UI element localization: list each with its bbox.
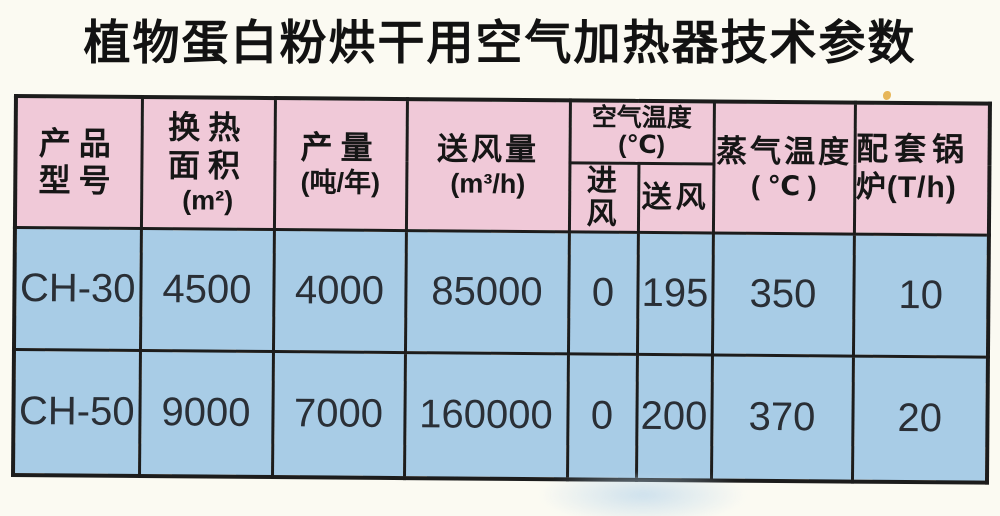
cell-product-model: CH-50 [13, 349, 140, 476]
scan-smudge-artifact [538, 474, 748, 516]
header-air-temp-group: 空气温度(℃) [569, 100, 714, 164]
cell-steam-temp: 370 [710, 354, 853, 482]
table-tilt-wrapper: 产品 型号 换热 面积 (m²) 产量 (吨/年) 送风量 (m³/h) 空 [10, 94, 992, 485]
cell-boiler: 10 [852, 233, 989, 357]
header-air-inlet: 进风 [568, 162, 639, 232]
cell-air-volume: 85000 [404, 230, 569, 354]
header-output: 产量 (吨/年) [273, 98, 407, 231]
cell-air-volume: 160000 [403, 352, 568, 480]
cell-supply-temp: 195 [636, 231, 713, 355]
header-line: 送风量 [436, 130, 540, 167]
header-line: 产量 [300, 129, 381, 166]
header-line: 进风 [586, 164, 621, 231]
table-row: CH-50 9000 7000 160000 0 200 370 20 [13, 349, 988, 483]
cell-steam-temp: 350 [711, 232, 854, 356]
header-line: 送风 [641, 180, 710, 215]
scan-speck-artifact [883, 91, 891, 100]
cell-inlet-temp: 0 [566, 353, 637, 480]
header-steam-temp: 蒸气温度 ( ℃ ) [712, 101, 855, 234]
header-line: 炉(T/h) [855, 170, 957, 204]
header-air-volume: 送风量 (m³/h) [405, 99, 570, 232]
cell-supply-temp: 200 [635, 353, 712, 481]
header-unit: (m³/h) [450, 167, 526, 199]
cell-heat-area: 9000 [139, 349, 273, 478]
header-line: 换热 [168, 109, 249, 147]
header-heat-area: 换热 面积 (m²) [140, 97, 275, 230]
cell-output: 7000 [271, 351, 405, 479]
cell-heat-area: 4500 [139, 228, 274, 352]
header-unit: (吨/年) [300, 167, 381, 198]
table-row: CH-30 4500 4000 85000 0 195 350 10 [13, 227, 989, 357]
header-line: 配套锅 [855, 131, 971, 168]
header-unit: (m²) [182, 184, 234, 216]
header-unit: ( ℃ ) [750, 170, 817, 201]
header-line: 面积 [167, 146, 249, 184]
header-boiler: 配套锅 炉(T/h) [853, 102, 990, 235]
header-line: 产品 [38, 124, 120, 162]
header-line: 型号 [38, 161, 119, 199]
cell-boiler: 20 [851, 355, 988, 483]
header-line: 蒸气温度 [715, 133, 853, 170]
parameters-table: 产品 型号 换热 面积 (m²) 产量 (吨/年) 送风量 (m³/h) 空 [10, 94, 992, 485]
header-product-model: 产品 型号 [14, 96, 142, 229]
header-row-top: 产品 型号 换热 面积 (m²) 产量 (吨/年) 送风量 (m³/h) 空 [14, 96, 990, 235]
cell-inlet-temp: 0 [567, 231, 638, 354]
header-air-supply: 送风 [637, 162, 714, 233]
cell-output: 4000 [272, 229, 406, 353]
page-title: 植物蛋白粉烘干用空气加热器技术参数 [83, 16, 917, 69]
cell-product-model: CH-30 [13, 227, 141, 350]
header-line: 空气温度(℃) [591, 103, 692, 160]
